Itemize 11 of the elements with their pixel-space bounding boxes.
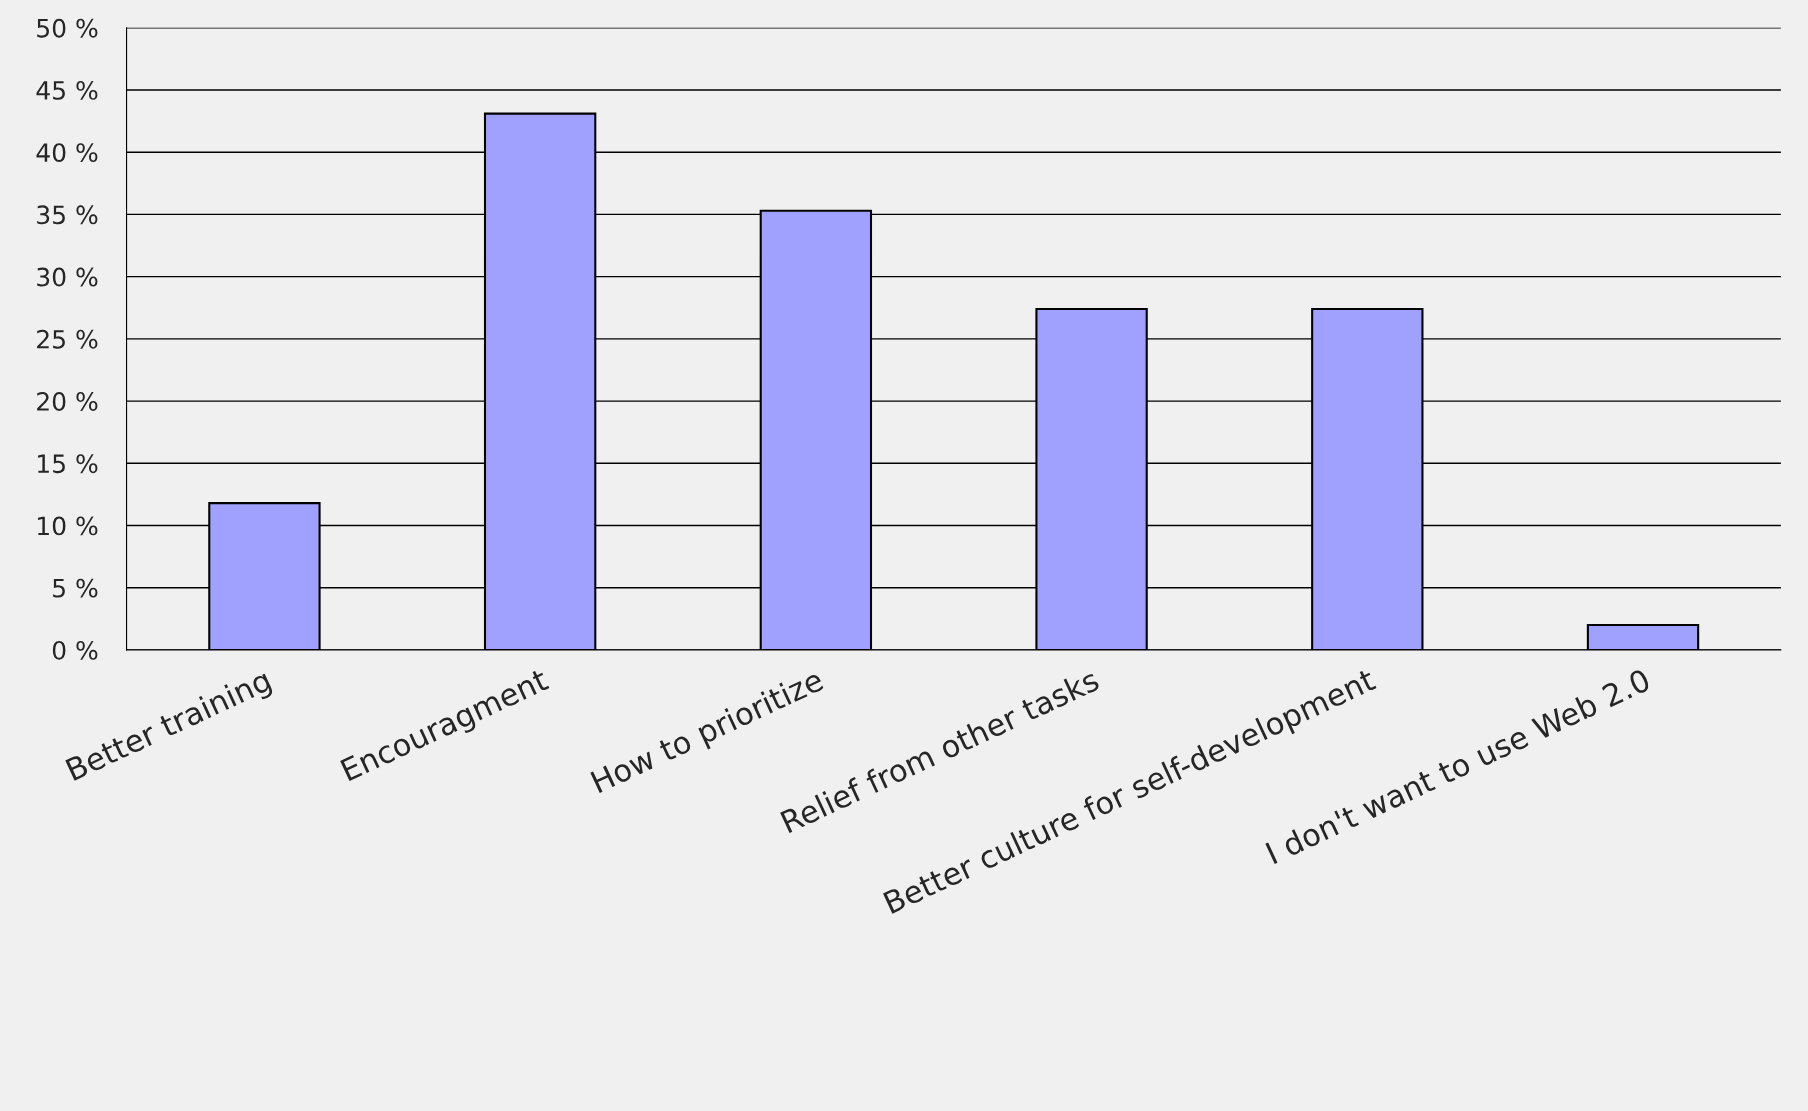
y-tick-label: 20 % [37,392,98,411]
y-tick-label: 50 % [37,18,98,38]
y-tick-label: 40 % [36,143,98,163]
y-tick-label: 0 % [52,640,98,660]
y-tick-label: 10 % [38,516,98,536]
y-tick-label: 35 % [37,205,98,225]
y-tick-label: 15 % [38,454,98,474]
y-tick-label: 25 % [37,329,98,349]
y-tick-label: 45 % [36,80,98,100]
y-tick-label: 30 % [37,267,98,287]
y-tick-label: 5 % [53,578,98,598]
